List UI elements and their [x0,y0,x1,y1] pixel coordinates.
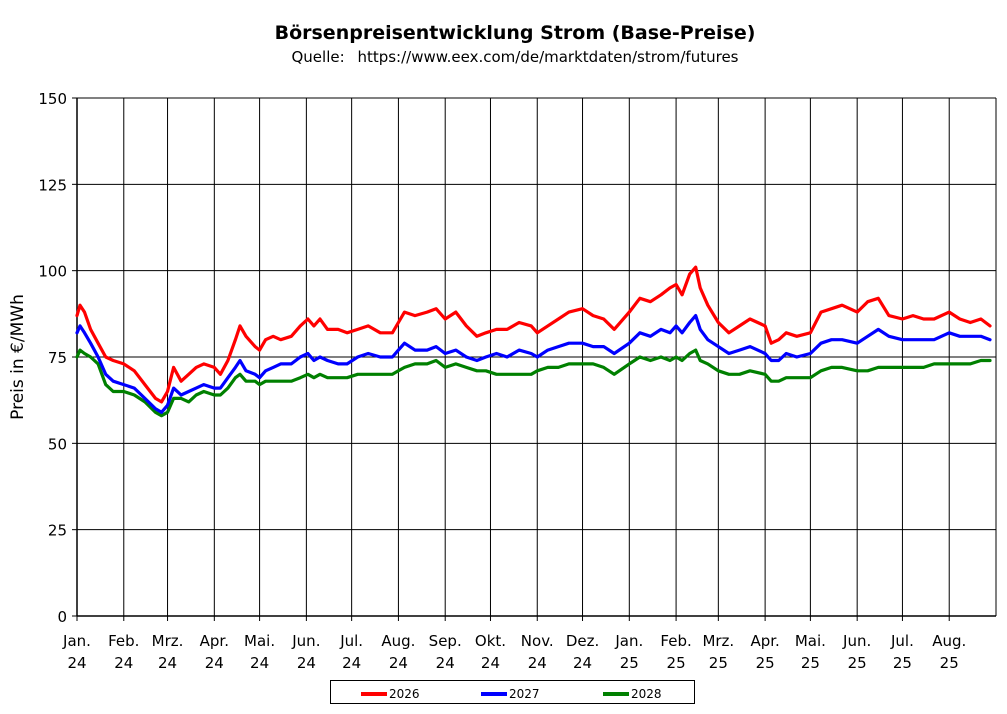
source-label: Quelle: [291,48,345,66]
x-tick-label-month: Mai. [795,632,826,650]
legend-swatch-2026 [361,692,387,696]
x-tick-label-year: 24 [436,654,455,672]
x-tick-label-year: 24 [342,654,361,672]
x-tick-label-month: Apr. [750,632,779,650]
x-tick-label-year: 25 [801,654,820,672]
x-tick-label-month: Sep. [429,632,462,650]
x-tick-label-month: Jul. [890,632,914,650]
y-tick-label: 0 [57,608,67,626]
x-tick-label-year: 24 [67,654,86,672]
x-tick-label-month: Okt. [475,632,506,650]
y-tick-label: 125 [38,176,67,194]
x-tick-label-year: 24 [158,654,177,672]
chart-legend: 2026 2027 2028 [330,680,695,704]
x-tick-label-year: 24 [250,654,269,672]
legend-swatch-2028 [603,692,629,696]
x-tick-label-month: Feb. [108,632,139,650]
x-tick-label-month: Jan. [62,632,91,650]
x-tick-label-year: 25 [940,654,959,672]
x-tick-label-month: Mrz. [702,632,734,650]
x-tick-label-month: Mrz. [152,632,184,650]
y-axis-label: Preis in €/MWh [8,294,28,420]
x-tick-label-year: 24 [573,654,592,672]
legend-label-2028: 2028 [631,687,662,701]
x-tick-label-month: Aug. [932,632,966,650]
y-tick-label: 150 [38,90,67,108]
x-tick-label-year: 25 [848,654,867,672]
x-tick-label-month: Dez. [566,632,599,650]
x-tick-label-month: Apr. [200,632,229,650]
series-line-2026 [75,265,992,404]
x-tick-label-month: Jan. [614,632,643,650]
chart-title: Börsenpreisentwicklung Strom (Base-Preis… [274,22,756,44]
legend-item-2028: 2028 [603,687,662,701]
x-tick-label-year: 24 [389,654,408,672]
y-tick-label: 100 [38,263,67,281]
x-tick-label-year: 24 [114,654,133,672]
y-tick-label: 25 [48,522,67,540]
x-tick-label-year: 24 [205,654,224,672]
source-url: https://www.eex.com/de/marktdaten/strom/… [357,48,739,66]
x-tick-label-month: Mai. [244,632,275,650]
x-tick-label-year: 25 [667,654,686,672]
x-tick-label-year: 24 [297,654,316,672]
legend-item-2026: 2026 [361,687,420,701]
x-tick-label-month: Nov. [521,632,554,650]
y-tick-label: 50 [48,435,67,453]
x-tick-label-month: Jun. [842,632,871,650]
y-tick-label: 75 [48,349,67,367]
x-tick-label-year: 25 [756,654,775,672]
legend-label-2027: 2027 [509,687,540,701]
legend-swatch-2027 [481,692,507,696]
series-line-2027 [75,314,992,414]
legend-label-2026: 2026 [389,687,420,701]
x-tick-label-month: Feb. [660,632,691,650]
x-tick-label-year: 24 [528,654,547,672]
x-tick-label-month: Aug. [381,632,415,650]
chart-subtitle: Quelle: https://www.eex.com/de/marktdate… [0,48,1007,66]
x-tick-label-year: 25 [709,654,728,672]
x-tick-label-month: Jul. [339,632,363,650]
x-tick-label-year: 24 [481,654,500,672]
legend-item-2027: 2027 [481,687,540,701]
series-line-2028 [75,348,992,418]
x-tick-label-year: 25 [893,654,912,672]
x-tick-label-year: 25 [620,654,639,672]
x-tick-label-month: Jun. [291,632,320,650]
